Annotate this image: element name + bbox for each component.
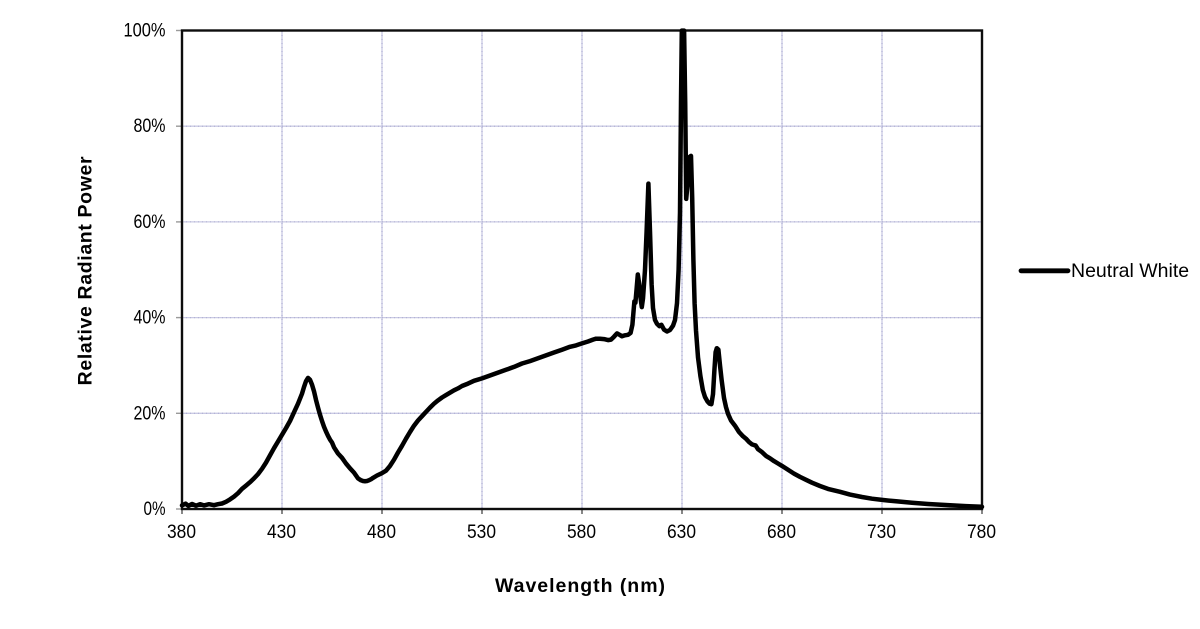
svg-text:580: 580	[567, 522, 596, 543]
svg-text:530: 530	[467, 522, 496, 543]
svg-text:80%: 80%	[134, 116, 166, 137]
svg-text:Wavelength (nm): Wavelength (nm)	[495, 575, 665, 597]
svg-text:40%: 40%	[134, 308, 166, 329]
svg-text:60%: 60%	[134, 212, 166, 233]
svg-text:380: 380	[167, 522, 196, 543]
svg-text:100%: 100%	[124, 21, 166, 42]
svg-text:0%: 0%	[144, 499, 166, 520]
svg-text:480: 480	[367, 522, 396, 543]
svg-text:Neutral White: Neutral White	[1071, 260, 1189, 282]
svg-text:680: 680	[767, 522, 796, 543]
svg-text:730: 730	[867, 522, 896, 543]
svg-text:Relative Radiant Power: Relative Radiant Power	[75, 156, 97, 385]
svg-text:20%: 20%	[134, 403, 166, 424]
svg-text:780: 780	[967, 522, 996, 543]
svg-text:430: 430	[267, 522, 296, 543]
svg-text:630: 630	[667, 522, 696, 543]
